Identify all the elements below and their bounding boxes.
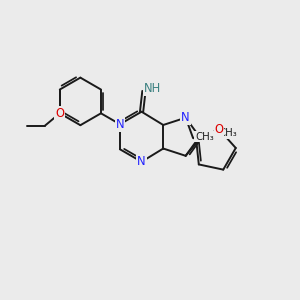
Text: O: O (55, 107, 64, 120)
Text: NH: NH (144, 82, 161, 95)
Text: CH₃: CH₃ (195, 132, 214, 142)
Text: N: N (181, 111, 190, 124)
Text: N: N (116, 118, 124, 131)
Text: O: O (214, 123, 224, 136)
Text: N: N (137, 155, 146, 168)
Text: CH₃: CH₃ (218, 128, 237, 138)
